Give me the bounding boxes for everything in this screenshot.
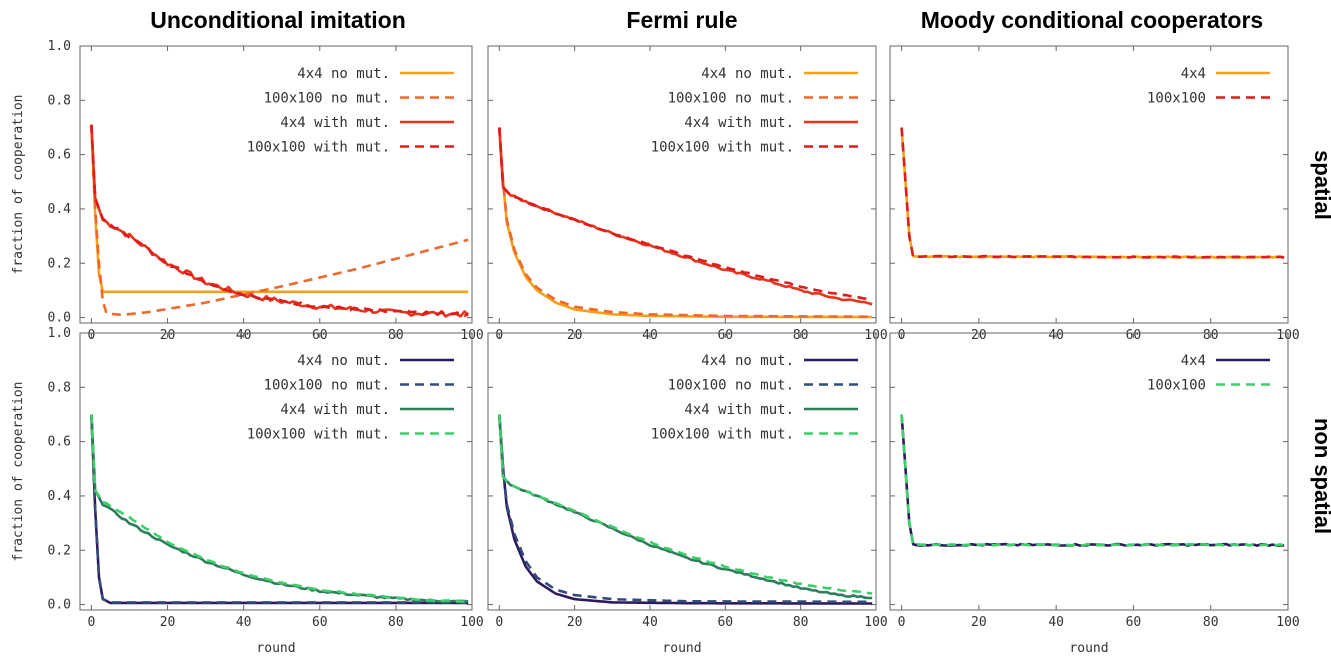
y-tick-label: 0.6: [48, 148, 71, 163]
x-tick-label: 80: [1203, 615, 1219, 630]
column-title-unconditional-imitation: Unconditional imitation: [150, 7, 406, 33]
series-line-4x4-with-mut: [498, 414, 873, 600]
x-tick-label: 60: [717, 615, 733, 630]
series-line-100x100: [900, 127, 1285, 260]
panel-moody-conditional-cooperators-non-spatial: 0 20 40 60 80 100 round 4x4 100x100: [889, 332, 1300, 656]
x-tick-label: 80: [388, 615, 404, 630]
series-line-4x4-no-mut: [498, 127, 873, 319]
plot-frame: [487, 45, 877, 324]
x-tick-label: 0: [898, 615, 906, 630]
row-label-spatial: spatial: [1310, 150, 1331, 220]
y-tick-label: 1.0: [48, 326, 71, 341]
legend-label-4x4-with-mut: 4x4 with mut.: [280, 402, 390, 418]
panel-fermi-rule-non-spatial: 0 20 40 60 80 100 round 4x4 no mut. 100x100 no m…: [487, 332, 888, 656]
legend-label-100x100-with-mut: 100x100 with mut.: [651, 427, 794, 443]
legend-label-4x4-no-mut: 4x4 no mut.: [701, 66, 794, 82]
series-line-4x4-no-mut: [90, 414, 469, 605]
plot-frame: [487, 332, 877, 611]
legend-label-4x4-with-mut: 4x4 with mut.: [684, 402, 794, 418]
series-line-4x4: [900, 127, 1285, 260]
y-tick-label: 1.0: [48, 39, 71, 54]
plot-frame: [889, 332, 1289, 611]
series-line-4x4-with-mut: [90, 414, 469, 604]
x-tick-label: 0: [495, 615, 503, 630]
x-tick-label: 60: [312, 615, 328, 630]
x-tick-label: 40: [1048, 615, 1064, 630]
x-tick-label: 100: [1276, 615, 1299, 630]
series-line-100x100-with-mut: [498, 414, 873, 595]
legend-label-4x4: 4x4: [1181, 353, 1206, 369]
y-axis-label: fraction of cooperation: [11, 381, 26, 561]
series-line-4x4: [900, 414, 1285, 547]
panel-moody-conditional-cooperators-spatial: 0204060801004x4100x100: [889, 45, 1300, 343]
series-line-100x100: [900, 414, 1285, 547]
series-line-100x100-no-mut: [498, 127, 873, 319]
y-tick-label: 0.6: [48, 435, 71, 450]
x-axis-label: round: [256, 641, 295, 656]
x-tick-label: 20: [971, 615, 987, 630]
legend-label-4x4-with-mut: 4x4 with mut.: [280, 115, 390, 131]
column-title-moody-conditional-cooperators: Moody conditional cooperators: [921, 7, 1263, 33]
legend-label-100x100: 100x100: [1147, 91, 1206, 107]
series-line-100x100-with-mut: [90, 124, 469, 317]
x-tick-label: 40: [236, 615, 252, 630]
plot-frame: [79, 45, 473, 324]
series-line-4x4-with-mut: [90, 124, 470, 318]
y-tick-label: 0.0: [48, 311, 71, 326]
x-tick-label: 0: [88, 615, 96, 630]
x-tick-label: 60: [1126, 615, 1142, 630]
legend-label-100x100-no-mut: 100x100 no mut.: [264, 91, 390, 107]
y-tick-label: 0.0: [48, 598, 71, 613]
x-axis-label: round: [662, 641, 701, 656]
series-line-4x4-no-mut: [90, 124, 469, 294]
y-tick-label: 0.8: [48, 93, 71, 108]
y-tick-label: 0.2: [48, 543, 71, 558]
legend-label-100x100-no-mut: 100x100 no mut.: [668, 378, 794, 394]
y-axis-label: fraction of cooperation: [11, 94, 26, 274]
legend-label-4x4-with-mut: 4x4 with mut.: [684, 115, 794, 131]
y-tick-label: 0.4: [48, 489, 72, 504]
x-tick-label: 20: [567, 615, 583, 630]
row-label-non-spatial: non spatial: [1310, 418, 1331, 534]
panel-fermi-rule-spatial: 0204060801004x4 no mut.100x100 no mut.4x…: [487, 45, 888, 343]
legend-label-4x4: 4x4: [1181, 66, 1206, 82]
plot-frame: [889, 45, 1289, 324]
x-tick-label: 40: [642, 615, 658, 630]
panel-unconditional-imitation-non-spatial: 0 20 40 60 80 100 0.0 0.2 0.4 0.6 0.8 1.0 fraction o…: [11, 326, 484, 656]
series-line-100x100-with-mut: [498, 127, 873, 301]
x-tick-label: 20: [160, 615, 176, 630]
legend-label-4x4-no-mut: 4x4 no mut.: [701, 353, 794, 369]
legend-label-100x100: 100x100: [1147, 378, 1206, 394]
y-tick-label: 0.4: [48, 202, 72, 217]
y-tick-label: 0.2: [48, 256, 71, 271]
legend-label-100x100-with-mut: 100x100 with mut.: [247, 140, 390, 156]
legend-label-100x100-no-mut: 100x100 no mut.: [668, 91, 794, 107]
series-line-4x4-no-mut: [498, 414, 873, 605]
series-line-100x100-with-mut: [90, 414, 469, 604]
panels: 0 20 40 60 80 100 0.0 0.2 0.4 0.6 0.8 1.0 fraction o…: [11, 39, 1300, 656]
x-axis-label: round: [1069, 641, 1108, 656]
legend-label-100x100-with-mut: 100x100 with mut.: [247, 427, 390, 443]
series-line-100x100-no-mut: [90, 124, 469, 317]
series-line-100x100-no-mut: [90, 414, 469, 604]
legend-label-4x4-no-mut: 4x4 no mut.: [297, 66, 390, 82]
x-tick-label: 100: [864, 615, 887, 630]
series-line-100x100-no-mut: [498, 414, 873, 604]
x-tick-label: 100: [460, 615, 483, 630]
plot-frame: [79, 332, 473, 611]
column-title-fermi-rule: Fermi rule: [626, 7, 737, 33]
legend-label-4x4-no-mut: 4x4 no mut.: [297, 353, 390, 369]
legend-label-100x100-no-mut: 100x100 no mut.: [264, 378, 390, 394]
x-tick-label: 80: [793, 615, 809, 630]
legend-label-100x100-with-mut: 100x100 with mut.: [651, 140, 794, 156]
y-tick-label: 0.8: [48, 380, 71, 395]
